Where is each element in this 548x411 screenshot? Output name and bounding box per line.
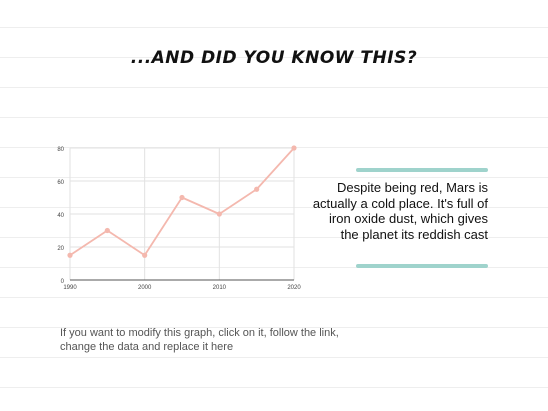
data-point <box>142 252 148 258</box>
instructions-text: If you want to modify this graph, click … <box>60 327 339 353</box>
series-line <box>69 147 295 257</box>
data-point <box>67 252 73 258</box>
y-tick-label: 60 <box>57 180 64 186</box>
x-tick-label: 2000 <box>138 285 152 291</box>
y-tick-label: 40 <box>57 213 64 219</box>
fact-card: Despite being red, Mars is actually a co… <box>313 168 492 268</box>
x-tick-label: 1990 <box>63 285 77 291</box>
y-tick-label: 20 <box>57 246 64 252</box>
chart-svg[interactable]: 0 20 40 60 80 1990 2000 2010 2020 <box>28 140 308 295</box>
line-chart[interactable]: 0 20 40 60 80 1990 2000 2010 2020 <box>28 140 308 295</box>
chart-tick-labels: 0 20 40 60 80 1990 2000 2010 2020 <box>57 147 301 291</box>
chart-grid <box>69 147 295 281</box>
x-tick-label: 2020 <box>287 285 301 291</box>
data-point <box>291 145 297 151</box>
y-tick-label: 80 <box>57 147 64 153</box>
x-tick-label: 2010 <box>213 285 227 291</box>
data-point <box>179 194 185 201</box>
data-point <box>254 186 260 192</box>
chart-series <box>67 145 297 258</box>
fact-text: Despite being red, Mars is actually a co… <box>312 180 488 242</box>
accent-line-top <box>356 168 488 172</box>
accent-line-bottom <box>356 264 488 268</box>
y-tick-label: 0 <box>61 279 65 285</box>
slide-title: ...AND DID YOU KNOW THIS? <box>130 48 418 68</box>
data-point <box>216 211 222 217</box>
data-point <box>104 227 110 234</box>
